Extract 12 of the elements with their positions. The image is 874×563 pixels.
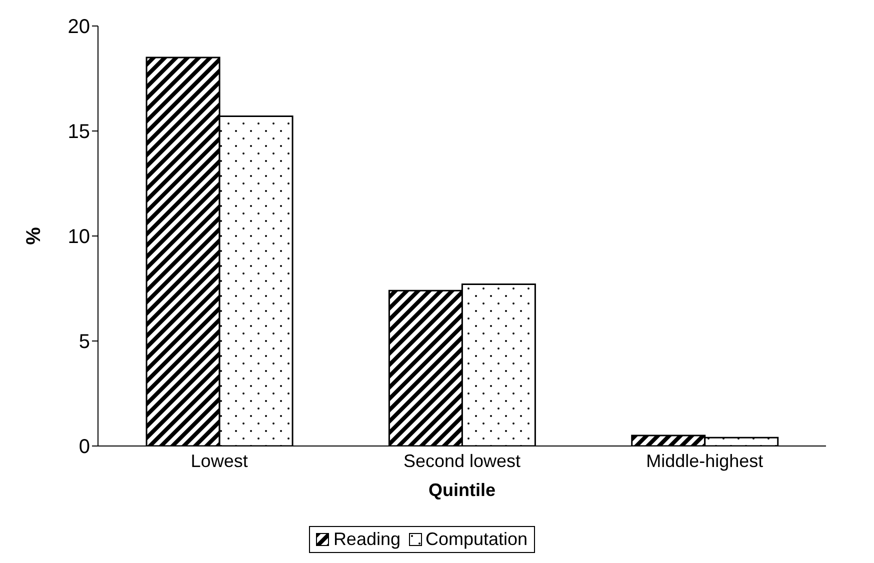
x-axis-title: Quintile (428, 480, 496, 500)
legend-label: Reading (332, 529, 400, 550)
y-tick-label: 20 (68, 16, 90, 38)
y-tick-label: 15 (68, 121, 90, 144)
x-tick-label: Middle-highest (646, 450, 764, 471)
x-tick-label: Second lowest (403, 450, 521, 471)
y-tick-label: 0 (78, 436, 90, 458)
y-axis-title: % (23, 226, 46, 245)
x-tick-label: Lowest (190, 450, 248, 471)
legend-label: Computation (424, 529, 528, 550)
y-tick-label: 5 (78, 331, 90, 354)
y-tick-label: 10 (68, 226, 90, 248)
